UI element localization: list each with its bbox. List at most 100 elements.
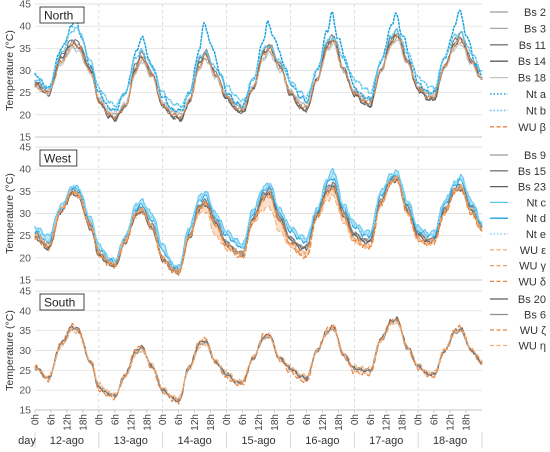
panel-title: West — [39, 149, 78, 167]
panel-title-text: West — [44, 152, 72, 166]
legend-label: Bs 6 — [524, 310, 546, 322]
y-axis-label: Temperature (°C) — [4, 30, 16, 111]
x-hour-tick-label: 12h — [126, 414, 137, 431]
y-tick-label: 15 — [19, 132, 31, 144]
series-line-wu-β — [34, 35, 483, 120]
x-hour-tick-label: 0h — [94, 414, 105, 425]
x-axis-label: day — [18, 435, 36, 447]
x-hour-tick-label: 6h — [430, 414, 441, 425]
y-axis-label: Temperature (°C) — [4, 310, 16, 391]
x-hour-tick-label: 0h — [31, 414, 42, 425]
legend-label: Bs 18 — [518, 73, 546, 85]
legend: Bs 9 Bs 15 Bs 23 Nt c Nt d Nt e WU ε WU γ WU δ — [490, 150, 546, 288]
legend-label: Nt a — [526, 89, 547, 101]
x-axis: 0h 6h 12h 18h 12-ago 0h 6h 12h 18h 13-ago 0h 6h 12h 1… — [18, 410, 483, 448]
legend-label: Nt d — [526, 213, 546, 225]
x-hour-tick-label: 6h — [366, 414, 377, 425]
y-axis-label: Temperature (°C) — [4, 173, 16, 254]
y-tick-label: 20 — [19, 385, 31, 397]
x-day-label: 16-ago — [305, 435, 339, 447]
y-tick-label: 30 — [19, 345, 31, 357]
legend-label: Bs 14 — [518, 56, 546, 68]
series-line-nt-b — [34, 26, 483, 109]
y-tick-label: 40 — [19, 21, 31, 33]
x-hour-tick-label: 18h — [206, 414, 217, 431]
y-tick-label: 35 — [19, 325, 31, 337]
series-line-bs-6 — [34, 318, 483, 401]
legend-label: Nt e — [526, 229, 546, 241]
x-hour-tick-label: 6h — [302, 414, 313, 425]
y-tick-label: 20 — [19, 252, 31, 264]
y-tick-label: 15 — [19, 405, 31, 417]
x-day-label: 18-ago — [433, 435, 467, 447]
legend-label: WU ζ — [520, 325, 546, 337]
x-hour-tick-label: 0h — [414, 414, 425, 425]
x-hour-tick-label: 6h — [238, 414, 249, 425]
y-tick-label: 40 — [19, 164, 31, 176]
legend-label: Bs 3 — [524, 23, 546, 35]
panel-title-text: South — [44, 296, 75, 310]
x-day-label: 13-ago — [114, 435, 148, 447]
x-hour-tick-label: 18h — [398, 414, 409, 431]
y-tick-label: 25 — [19, 365, 31, 377]
legend-label: WU β — [518, 122, 546, 134]
series-line-wu-ζ — [34, 317, 483, 405]
y-tick-label: 30 — [19, 65, 31, 77]
x-hour-tick-label: 0h — [158, 414, 169, 425]
legend-label: Nt b — [526, 105, 546, 117]
legend-label: Nt c — [526, 197, 546, 209]
x-hour-tick-label: 6h — [110, 414, 121, 425]
x-hour-tick-label: 18h — [78, 414, 89, 431]
panel-title-text: North — [44, 9, 73, 23]
panel-title-box — [39, 6, 85, 24]
x-hour-tick-label: 0h — [286, 414, 297, 425]
panel-title: South — [39, 293, 85, 311]
x-hour-tick-label: 0h — [222, 414, 233, 425]
series-line-wu-δ — [34, 179, 483, 276]
x-hour-tick-label: 18h — [334, 414, 345, 431]
legend: Bs 20 Bs 6 WU ζ WU η — [490, 294, 546, 353]
x-hour-tick-label: 0h — [350, 414, 361, 425]
series-line-bs-18 — [34, 39, 483, 115]
legend-label: WU δ — [518, 276, 546, 288]
y-tick-label: 45 — [19, 0, 31, 11]
legend-label: Bs 15 — [518, 166, 546, 178]
panel-title-box — [39, 293, 85, 311]
y-tick-label: 45 — [19, 142, 31, 154]
panel-title: North — [39, 6, 85, 24]
x-hour-tick-label: 18h — [270, 414, 281, 431]
x-hour-tick-label: 18h — [462, 414, 473, 431]
y-tick-label: 35 — [19, 43, 31, 55]
y-tick-label: 20 — [19, 109, 31, 121]
x-hour-tick-label: 12h — [446, 414, 457, 431]
y-tick-label: 25 — [19, 87, 31, 99]
x-hour-tick-label: 12h — [62, 414, 73, 431]
y-tick-label: 30 — [19, 208, 31, 220]
legend-label: WU η — [519, 341, 547, 353]
legend-label: WU ε — [520, 245, 546, 257]
panel-north: 15 20 25 30 35 40 45 Temperature (°C) North Bs 2 B… — [4, 0, 547, 144]
y-tick-label: 25 — [19, 230, 31, 242]
x-hour-tick-label: 12h — [318, 414, 329, 431]
legend-label: Bs 11 — [519, 40, 546, 52]
series-line-bs-14 — [34, 34, 483, 123]
y-tick-label: 40 — [19, 305, 31, 317]
legend-label: Bs 9 — [524, 150, 546, 162]
legend-label: Bs 23 — [518, 182, 546, 194]
y-tick-label: 35 — [19, 186, 31, 198]
legend-label: Bs 20 — [518, 294, 546, 306]
y-tick-label: 45 — [19, 286, 31, 298]
series-line-nt-e — [34, 171, 483, 272]
x-day-label: 17-ago — [369, 435, 403, 447]
x-day-label: 14-ago — [178, 435, 212, 447]
x-hour-tick-label: 6h — [174, 414, 185, 425]
legend-label: Bs 2 — [524, 7, 546, 19]
x-day-label: 15-ago — [241, 435, 275, 447]
y-tick-label: 15 — [19, 275, 31, 287]
x-hour-tick-label: 12h — [254, 414, 265, 431]
panel-west: 15 20 25 30 35 40 45 Temperature (°C) West Bs 9 Bs… — [4, 142, 546, 289]
x-hour-tick-label: 6h — [46, 414, 57, 425]
x-hour-tick-label: 12h — [382, 414, 393, 431]
